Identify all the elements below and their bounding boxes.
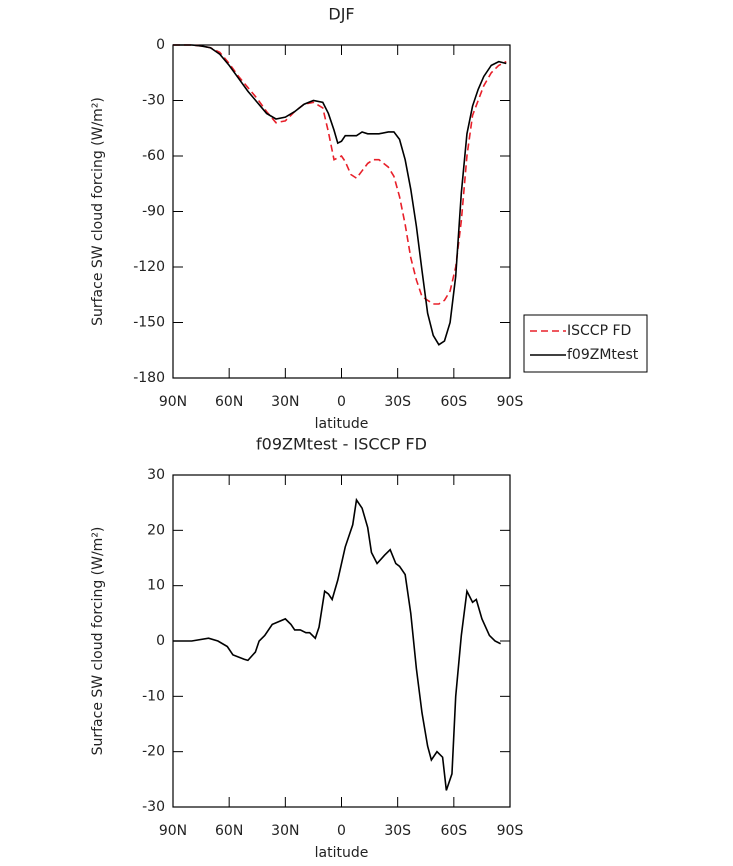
y-tick-label: -120 [133, 259, 165, 275]
plot-frame [172, 474, 511, 808]
y-tick-label: 30 [147, 467, 165, 483]
y-tick-label: 20 [147, 522, 165, 538]
x-tick-label: 30S [384, 394, 411, 410]
y-tick-label: -10 [142, 688, 165, 704]
y-tick-label: -30 [142, 93, 165, 109]
x-tick-label: 30N [271, 394, 299, 410]
chart-title: DJF [328, 5, 354, 24]
x-tick-label: 60S [440, 823, 467, 839]
legend-label: f09ZMtest [567, 347, 639, 363]
legend-box [523, 314, 648, 373]
y-tick-label: 0 [156, 37, 165, 53]
y-tick-label: 0 [156, 633, 165, 649]
series-line [173, 44, 507, 346]
panel: f09ZMtest - ISCCP FD latitude Surface SW c… [90, 435, 523, 862]
x-tick-label: 0 [337, 823, 346, 839]
y-tick-label: -90 [142, 204, 165, 220]
legend-label: ISCCP FD [567, 323, 631, 339]
chart-title: f09ZMtest - ISCCP FD [256, 435, 427, 454]
x-tick-label: 30N [271, 823, 299, 839]
x-tick-label: 60N [215, 394, 243, 410]
x-axis-label: latitude [315, 845, 369, 861]
panel: DJF latitude Surface SW cloud forcing (W/m… [90, 5, 648, 432]
x-tick-label: 0 [337, 394, 346, 410]
y-tick-label: -180 [133, 370, 165, 386]
x-tick-label: 60S [440, 394, 467, 410]
series-line [173, 497, 501, 791]
y-tick-label: 10 [147, 578, 165, 594]
y-axis-label: Surface SW cloud forcing (W/m²) [90, 97, 106, 326]
x-tick-label: 60N [215, 823, 243, 839]
x-axis-label: latitude [315, 416, 369, 432]
y-tick-label: -30 [142, 799, 165, 815]
y-tick-label: -20 [142, 744, 165, 760]
x-tick-label: 90N [159, 394, 187, 410]
x-tick-label: 90S [497, 823, 524, 839]
x-tick-label: 90N [159, 823, 187, 839]
x-tick-label: 30S [384, 823, 411, 839]
y-axis-label: Surface SW cloud forcing (W/m²) [90, 527, 106, 756]
y-tick-label: -60 [142, 148, 165, 164]
x-tick-label: 90S [497, 394, 524, 410]
y-tick-label: -150 [133, 315, 165, 331]
